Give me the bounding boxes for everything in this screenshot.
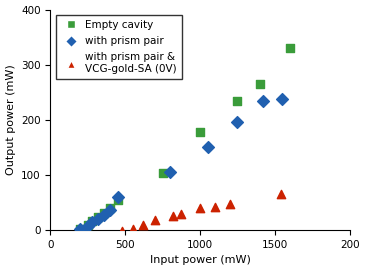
Y-axis label: Output power (mW): Output power (mW) (5, 64, 16, 175)
Point (160, 171, 166, 176)
Point (235, 98, 241, 103)
Point (130, 226, 136, 231)
Point (235, 119, 241, 124)
Point (257, 82, 263, 86)
Point (115, 198, 121, 202)
Legend: Empty cavity, with prism pair, with prism pair &
VCG-gold-SA (0V): Empty cavity, with prism pair, with pris… (56, 15, 182, 79)
Point (197, 130, 203, 134)
Point (119, 229, 125, 233)
Point (107, 206, 113, 210)
Point (287, 46, 293, 50)
Point (167, 170, 173, 175)
Point (279, 97, 285, 101)
Point (197, 206, 203, 210)
Point (107, 208, 113, 212)
Point (85, 222, 91, 227)
Point (89, 219, 95, 223)
Point (152, 218, 158, 222)
Point (77, 226, 83, 231)
Point (95, 215, 101, 220)
Point (89, 220, 95, 225)
Point (140, 222, 146, 227)
Point (278, 192, 284, 196)
Point (101, 212, 107, 217)
Point (178, 211, 184, 216)
Point (170, 214, 176, 218)
Point (101, 210, 107, 215)
Point (95, 217, 101, 221)
Point (260, 98, 266, 103)
Point (77, 227, 83, 231)
Point (85, 224, 91, 228)
Point (227, 202, 233, 206)
Point (212, 205, 218, 209)
X-axis label: Input power (mW): Input power (mW) (150, 256, 250, 265)
Point (115, 195, 121, 199)
Point (205, 145, 211, 150)
